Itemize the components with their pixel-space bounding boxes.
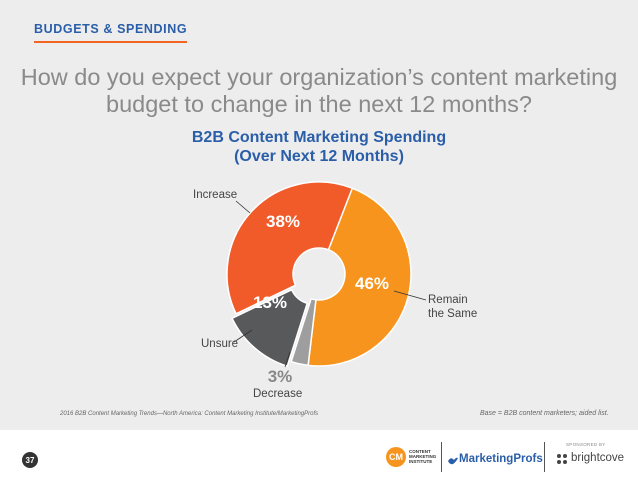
slice-unsure — [231, 288, 309, 368]
category-label-line: the Same — [428, 308, 477, 320]
category-label-line: Remain — [428, 294, 468, 306]
value-label-decrease: 3% — [268, 367, 293, 386]
sponsored-by-label: SPONSORED BY — [566, 442, 606, 447]
cmi-text-line: INSTITUTE — [409, 459, 433, 464]
category-label-increase: Increase — [193, 189, 237, 201]
slide: BUDGETS & SPENDING How do you expect you… — [0, 22, 638, 417]
cmi-logo-text: CONTENT MARKETING INSTITUTE — [409, 449, 436, 464]
leader-line-decrease — [284, 351, 291, 368]
brightcove-logo: brightcove — [571, 452, 625, 464]
slice-decrease — [290, 297, 317, 367]
base-footnote: Base = B2B content marketers; aided list… — [480, 410, 609, 417]
category-label-unsure: Unsure — [201, 338, 238, 350]
brightcove-logo-icon — [557, 454, 567, 464]
value-label-increase: 38% — [266, 212, 300, 231]
footer-divider — [441, 442, 442, 472]
slice-increase — [226, 181, 354, 315]
cmi-logo-icon: CM — [386, 447, 406, 467]
source-footnote: 2016 B2B Content Marketing Trends—North … — [60, 411, 319, 417]
section-label: BUDGETS & SPENDING — [34, 22, 188, 36]
value-label-remain-the-same: 46% — [355, 274, 389, 293]
marketingprofs-bird-icon — [448, 457, 458, 465]
category-label-line: Unsure — [201, 338, 238, 350]
category-label-remain-the-same: Remain the Same — [428, 294, 477, 320]
page-number: 37 — [22, 452, 38, 468]
marketingprofs-logo: MarketingProfs — [459, 453, 543, 465]
leader-line-unsure — [233, 329, 253, 343]
section-underline — [34, 41, 188, 43]
slice-remain-the-same — [307, 187, 412, 367]
category-label-line: Decrease — [253, 388, 302, 400]
section-tag: BUDGETS & SPENDING — [34, 22, 188, 44]
donut-chart: 38% 46% 13% 3% Increase Remain the Same Decreas… — [193, 181, 477, 400]
cmi-text-line: MARKETING — [409, 454, 437, 459]
category-label-decrease: Decrease — [253, 388, 302, 400]
chart-title-block: B2B Content Marketing Spending (Over Nex… — [0, 128, 638, 166]
footer-bar — [0, 430, 638, 479]
leader-line-increase — [235, 200, 251, 214]
question-heading: How do you expect your organization’s co… — [20, 64, 618, 117]
cmi-text-line: CONTENT — [409, 449, 431, 454]
footer-divider — [544, 442, 545, 472]
category-label-line: Increase — [193, 189, 237, 201]
value-label-unsure: 13% — [253, 293, 287, 312]
cmi-text-line: CONTENT MARKETING INSTITUTE — [409, 449, 436, 464]
leader-line-remain — [393, 290, 427, 301]
chart-subtitle: (Over Next 12 Months) — [234, 148, 404, 165]
chart-title: B2B Content Marketing Spending — [191, 129, 447, 146]
